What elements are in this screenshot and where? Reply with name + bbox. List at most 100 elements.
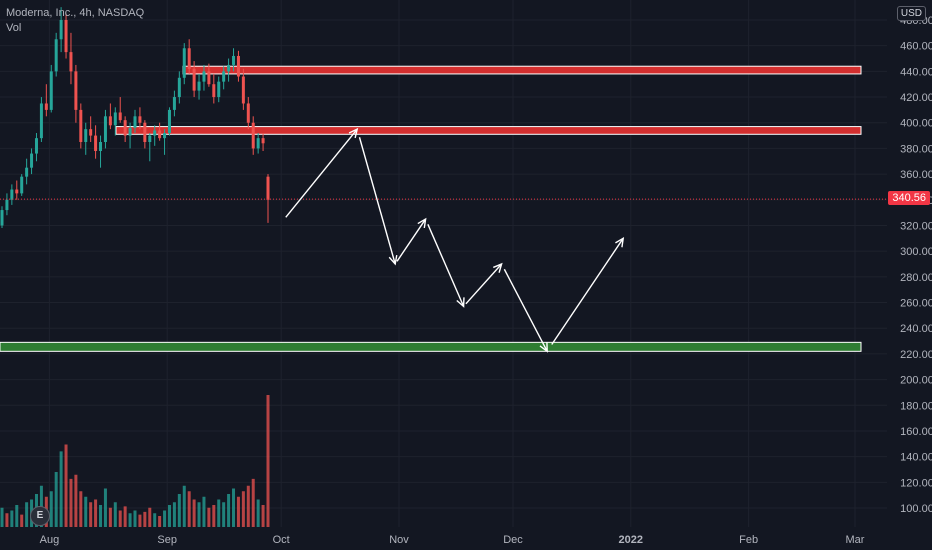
volume-bar xyxy=(241,491,245,527)
candle-body xyxy=(49,71,53,110)
candle-body xyxy=(0,210,4,226)
candle-body xyxy=(103,116,107,142)
y-tick-label: 380.00 xyxy=(900,143,932,155)
volume-bar xyxy=(20,514,24,527)
projection-arrow-line xyxy=(465,263,503,305)
volume-bar xyxy=(251,478,255,527)
y-tick-label: 360.00 xyxy=(900,169,932,181)
symbol-title[interactable]: Moderna, Inc., 4h, NASDAQ xyxy=(6,7,145,19)
candle-body xyxy=(158,130,162,139)
candle-body xyxy=(256,138,260,149)
volume-bar xyxy=(103,488,107,527)
candle-body xyxy=(39,103,43,139)
y-tick-label: 240.00 xyxy=(900,323,932,335)
x-tick-label: 2022 xyxy=(619,534,643,546)
y-tick-label: 200.00 xyxy=(900,375,932,387)
volume-bar xyxy=(108,507,112,527)
projection-arrowhead xyxy=(348,127,359,139)
candle-body xyxy=(143,122,147,142)
logo-badge[interactable]: E xyxy=(30,506,50,526)
y-tick-label: 300.00 xyxy=(900,246,932,258)
projection-arrowhead xyxy=(417,217,427,229)
volume-bar xyxy=(148,507,152,527)
candle-body xyxy=(79,109,83,142)
volume-bar xyxy=(99,505,103,527)
x-tick-label: Mar xyxy=(846,534,865,546)
x-tick-label: Oct xyxy=(273,534,290,546)
x-tick-label: Sep xyxy=(157,534,177,546)
x-tick-label: Feb xyxy=(739,534,758,546)
candle-body xyxy=(207,71,211,85)
volume-bar xyxy=(163,510,167,527)
y-tick-label: 160.00 xyxy=(900,426,932,438)
y-tick-label: 260.00 xyxy=(900,298,932,310)
candle-body xyxy=(34,138,38,154)
volume-bar xyxy=(167,505,171,527)
volume-bar xyxy=(246,485,250,527)
projection-arrowhead xyxy=(456,297,465,308)
volume-label[interactable]: Vol xyxy=(6,22,22,34)
candle-body xyxy=(69,52,73,72)
y-tick-label: 140.00 xyxy=(900,452,932,464)
volume-bar xyxy=(128,513,132,527)
candle-body xyxy=(108,116,112,126)
candle-body xyxy=(59,20,63,40)
volume-bar xyxy=(158,516,162,527)
candle-body xyxy=(241,76,245,104)
chart-legend: Moderna, Inc., 4h, NASDAQ Vol xyxy=(6,6,144,36)
volume-bar xyxy=(94,499,98,527)
volume-bar xyxy=(172,502,176,527)
candle-body xyxy=(99,142,103,151)
volume-bar xyxy=(143,511,147,527)
zone-support xyxy=(0,341,862,352)
volume-bar xyxy=(10,510,14,527)
projection-arrow-line xyxy=(358,137,396,265)
x-axis[interactable]: Aug Sep Oct Nov Dec 2022 Feb Mar xyxy=(40,534,865,546)
y-tick-label: 440.00 xyxy=(900,66,932,78)
projection-arrowhead xyxy=(493,262,503,273)
candle-body xyxy=(74,71,78,110)
volume-bar xyxy=(207,507,211,527)
candle-body xyxy=(84,129,88,142)
x-tick-label: Nov xyxy=(389,534,409,546)
candle-body xyxy=(261,138,265,144)
currency-badge[interactable]: USD xyxy=(896,6,926,21)
volume-bar xyxy=(69,478,73,527)
volume-bar xyxy=(187,491,191,527)
volume-bar xyxy=(123,506,127,527)
volume-bar xyxy=(15,505,19,527)
volume-bar xyxy=(113,502,117,527)
projection-arrow-line xyxy=(396,218,427,262)
volume-bar xyxy=(133,510,137,527)
candlesticks xyxy=(0,7,270,229)
candle-body xyxy=(163,133,167,139)
y-tick-label: 100.00 xyxy=(900,503,932,515)
candle-body xyxy=(212,84,216,98)
y-tick-label: 460.00 xyxy=(900,41,932,53)
y-tick-label: 180.00 xyxy=(900,400,932,412)
volume-bar xyxy=(118,510,122,527)
projection-arrow-line xyxy=(285,128,358,218)
candle-body xyxy=(177,77,181,98)
volume-bar xyxy=(217,499,221,527)
volume-bar xyxy=(54,472,58,527)
volume-bar xyxy=(138,514,142,527)
candle-body xyxy=(123,120,127,136)
candle-body xyxy=(64,20,68,53)
candle-body xyxy=(172,97,176,110)
candle-body xyxy=(266,176,270,200)
volume-bar xyxy=(227,494,231,527)
candle-body xyxy=(222,71,226,82)
volume-bar xyxy=(212,505,216,527)
volume-bar xyxy=(84,496,88,527)
candle-body xyxy=(187,48,191,69)
y-tick-label: 220.00 xyxy=(900,349,932,361)
candle-body xyxy=(236,55,240,77)
candle-body xyxy=(30,153,34,168)
candle-body xyxy=(133,116,137,128)
volume-bar xyxy=(153,513,157,527)
candle-body xyxy=(182,48,186,78)
projection-arrows xyxy=(285,127,625,353)
